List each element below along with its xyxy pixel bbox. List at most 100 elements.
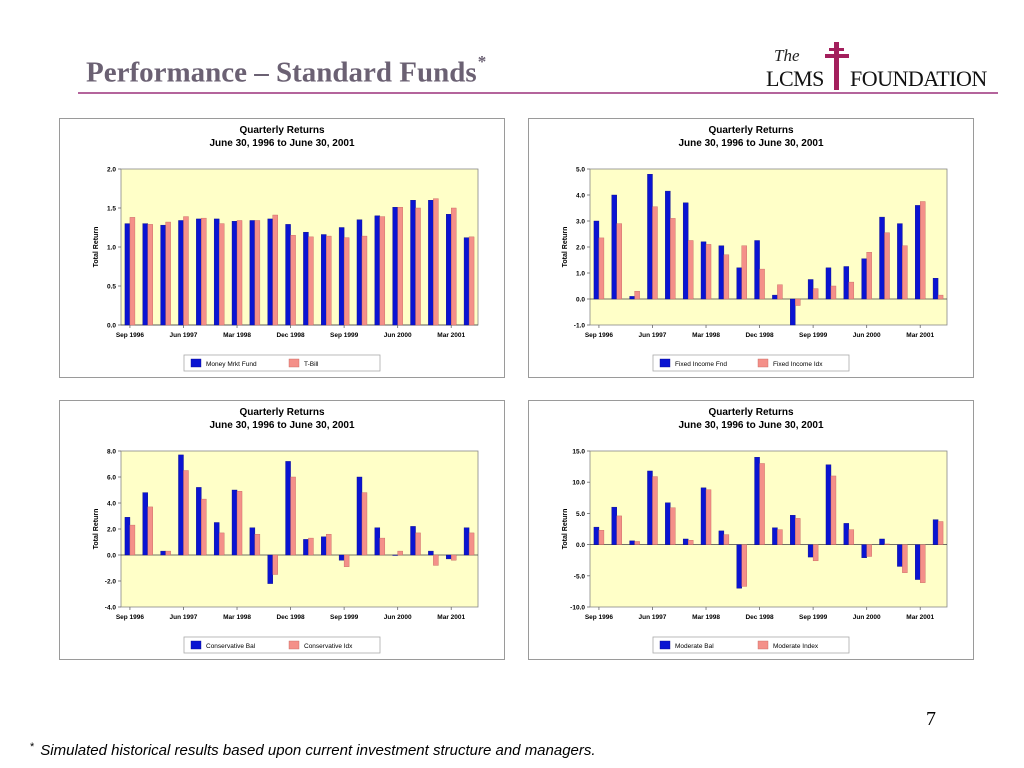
- bar: [902, 245, 908, 300]
- bar: [843, 266, 850, 300]
- bar: [290, 235, 296, 326]
- legend-swatch: [190, 358, 202, 368]
- y-tick-label: 4.0: [576, 193, 585, 200]
- bar: [897, 544, 903, 567]
- y-axis-label: Total Return: [93, 227, 100, 268]
- bar: [687, 240, 694, 300]
- y-tick-label: -4.0: [105, 605, 117, 612]
- bar: [213, 522, 220, 556]
- bar: [897, 223, 903, 300]
- y-tick-label: -2.0: [105, 579, 117, 586]
- bar: [249, 527, 256, 556]
- y-tick-label: 6.0: [107, 475, 116, 482]
- x-tick-label: Mar 1998: [692, 614, 720, 621]
- legend-box: [183, 636, 381, 654]
- bar: [165, 221, 171, 326]
- bar: [932, 277, 939, 300]
- bar: [611, 506, 617, 545]
- y-tick-label: 1.5: [107, 206, 116, 213]
- bar: [830, 475, 837, 545]
- bar: [356, 476, 363, 556]
- bar: [178, 454, 184, 556]
- bar: [647, 174, 653, 300]
- bar: [272, 214, 278, 326]
- bar: [777, 529, 783, 545]
- bar: [410, 199, 416, 326]
- bar: [652, 206, 658, 300]
- bar: [142, 492, 148, 556]
- bar: [231, 489, 238, 556]
- y-tick-label: 1.0: [107, 245, 116, 252]
- bar: [124, 517, 131, 556]
- bar: [236, 491, 243, 556]
- plot-area: [589, 168, 948, 326]
- bar: [754, 240, 760, 300]
- bar: [267, 554, 273, 584]
- bar: [723, 534, 730, 545]
- y-tick-label: 0.0: [576, 542, 585, 549]
- plot-area: [120, 168, 479, 326]
- chart-money-market: Quarterly Returns June 30, 1996 to June 3…: [59, 118, 505, 378]
- bar: [920, 544, 926, 583]
- bar: [848, 281, 855, 300]
- bar: [670, 507, 676, 545]
- y-tick-label: -1.0: [574, 323, 586, 330]
- bar: [652, 476, 658, 545]
- bar: [812, 288, 819, 300]
- y-tick-label: 0.0: [107, 323, 116, 330]
- bar: [879, 216, 885, 300]
- y-tick-label: -10.0: [570, 605, 585, 612]
- chart-fixed-income: Quarterly Returns June 30, 1996 to June 3…: [528, 118, 974, 378]
- page-title: Performance – Standard Funds*: [86, 52, 486, 90]
- bar: [772, 527, 778, 545]
- x-tick-label: Dec 1998: [276, 332, 305, 339]
- bar: [231, 221, 238, 326]
- x-tick-label: Sep 1999: [799, 332, 828, 339]
- legend-label: Moderate Bal: [675, 643, 714, 650]
- bar: [795, 518, 801, 545]
- bar: [415, 532, 421, 556]
- y-axis-label: Total Return: [562, 509, 569, 550]
- chart-title: Quarterly Returns: [239, 407, 324, 418]
- bar: [665, 190, 671, 300]
- legend-box: [652, 354, 850, 372]
- chart-money-market-svg: Quarterly Returns June 30, 1996 to June 3…: [93, 125, 479, 372]
- x-tick-label: Sep 1996: [585, 332, 614, 339]
- bar: [616, 223, 622, 300]
- footnote: * Simulated historical results based upon…: [30, 741, 596, 759]
- bar: [777, 284, 783, 300]
- footnote-text: Simulated historical results based upon …: [40, 742, 596, 759]
- bar: [183, 216, 189, 326]
- bar: [183, 470, 189, 556]
- bar: [397, 207, 403, 326]
- legend-box: [652, 636, 850, 654]
- title-divider: [78, 92, 998, 94]
- legend-label: Money Mrkt Fund: [206, 361, 257, 368]
- y-tick-label: 2.0: [107, 527, 116, 534]
- x-tick-label: Mar 2001: [906, 332, 934, 339]
- bar: [741, 544, 747, 587]
- bar: [884, 543, 890, 545]
- bar: [937, 521, 944, 545]
- chart-fixed-income-svg: Quarterly Returns June 30, 1996 to June 3…: [562, 125, 948, 372]
- bar: [866, 544, 872, 557]
- foundation-logo: The LCMS FOUNDATION: [765, 42, 1000, 94]
- bar: [446, 214, 452, 326]
- y-tick-label: 3.0: [576, 219, 585, 226]
- bar: [165, 550, 171, 556]
- bar: [451, 554, 457, 561]
- bar: [201, 217, 207, 326]
- bar: [463, 527, 470, 556]
- bar: [593, 220, 600, 300]
- legend-swatch: [190, 640, 202, 650]
- title-footnote-mark: *: [477, 52, 487, 71]
- y-axis-label: Total Return: [93, 509, 100, 550]
- bar: [451, 207, 457, 326]
- y-tick-label: 4.0: [107, 501, 116, 508]
- bar: [160, 550, 166, 556]
- bar: [249, 220, 256, 326]
- bar: [308, 236, 314, 326]
- bar: [825, 267, 832, 300]
- x-tick-label: Dec 1998: [745, 332, 774, 339]
- x-tick-label: Dec 1998: [276, 614, 305, 621]
